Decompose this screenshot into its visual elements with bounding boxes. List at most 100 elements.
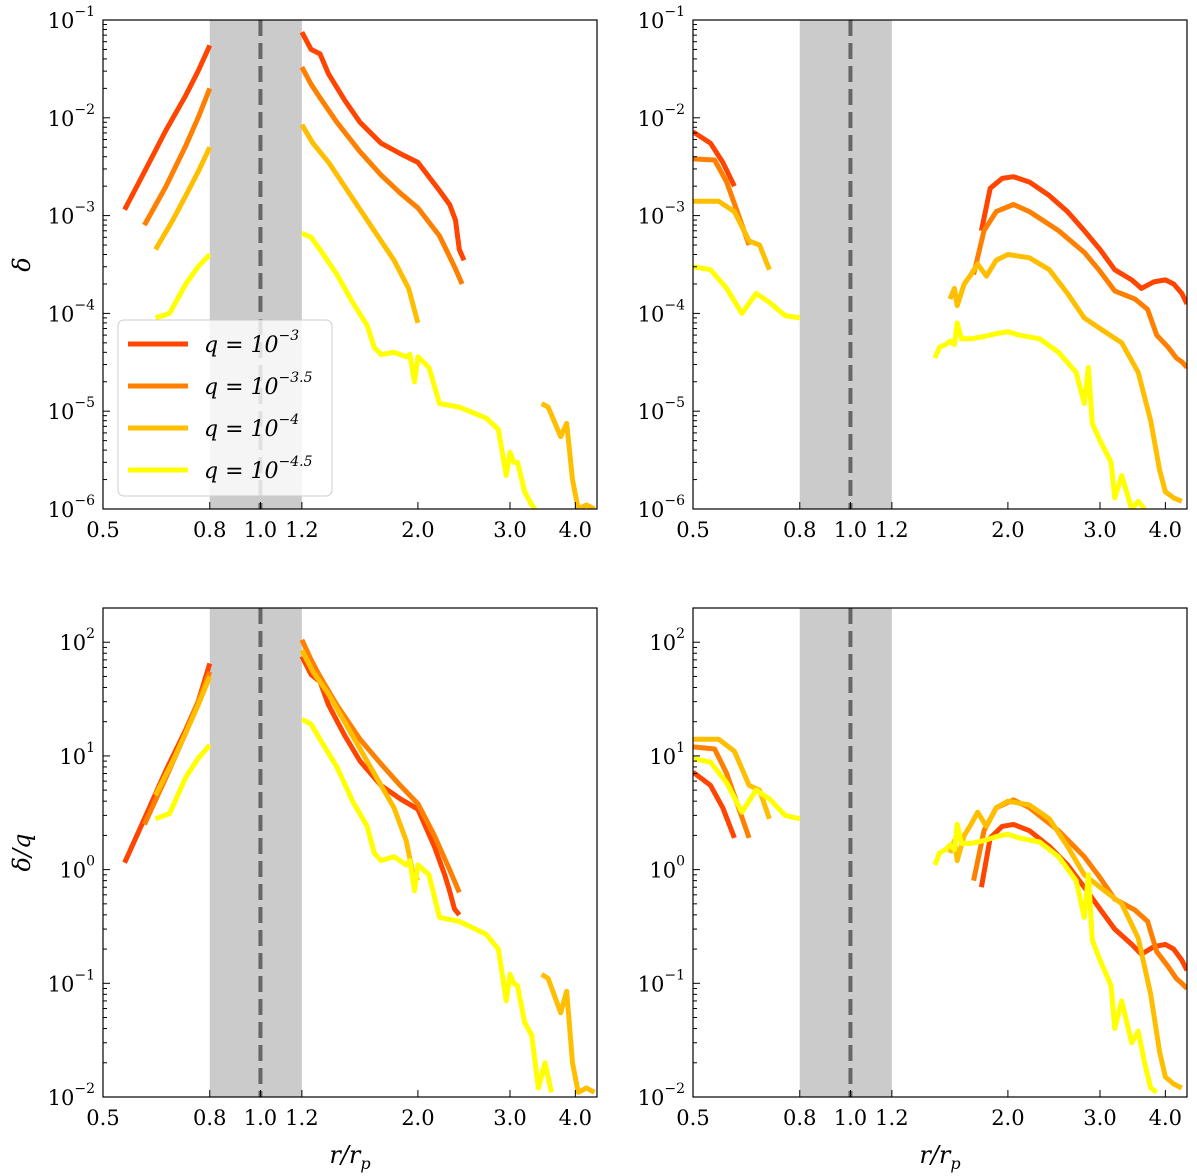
series-line-q=1e-3.5 [142,87,213,227]
x-tick-label: 3.0 [1083,1106,1116,1130]
y-axis-label: δ [8,257,36,271]
x-tick-label: 1.2 [875,518,908,542]
x-tick-label: 1.2 [285,1106,318,1130]
series-line-q=1e-4 [540,972,596,1095]
legend: q = 10−3q = 10−3.5q = 10−4q = 10−4.5 [117,319,333,497]
legend-label-exponent: −3 [279,328,300,344]
y-tick-exponent: −5 [74,395,95,411]
y-tick-exponent: −3 [664,200,685,216]
axes-frame [692,607,1188,1098]
legend-label-text: q = 10 [204,375,279,400]
x-tick-label: 3.0 [493,1106,526,1130]
series-line-q=1e-3.5 [971,202,1187,370]
y-tick-exponent: 1 [86,740,95,756]
y-axis-label: δ/q [8,834,36,872]
x-axis-label-subscript: p [360,1154,370,1173]
x-tick-label: 0.5 [86,518,119,542]
series-line-q=1e-4.5 [154,252,212,321]
series-group [122,31,596,509]
y-tick-exponent: −5 [664,395,685,411]
x-tick-label: 2.0 [991,1106,1024,1130]
y-tick-label: 100 [59,854,95,883]
y-tick-base: 10 [48,972,75,996]
legend-label-exponent: −4 [279,412,300,428]
x-tick-label: 4.0 [1149,1106,1182,1130]
y-tick-base: 10 [649,745,676,769]
y-tick-label: 100 [649,854,685,883]
y-tick-base: 10 [48,498,75,522]
planet-region-band [799,20,892,509]
y-tick-label: 10−3 [638,200,685,229]
x-tick-label: 1.2 [285,518,318,542]
y-tick-base: 10 [638,498,665,522]
y-tick-exponent: −3 [74,200,95,216]
series-line-q=1e-4 [299,649,421,882]
y-tick-exponent: −2 [74,102,95,118]
y-tick-label: 102 [59,626,95,655]
y-tick-base: 10 [48,400,75,424]
series-line-q=1e-3 [978,174,1187,306]
x-tick-label: 1.2 [875,1106,908,1130]
y-tick-label: 10−2 [48,1081,95,1110]
x-tick-label: 3.0 [493,518,526,542]
series-line-q=1e-4 [153,675,213,797]
x-tick-label: 2.0 [401,518,434,542]
y-tick-base: 10 [638,972,665,996]
x-tick-label: 1.0 [834,1106,867,1130]
y-tick-base: 10 [48,1086,75,1110]
legend-label: q = 10−4 [204,412,299,442]
y-tick-exponent: −4 [74,297,95,313]
y-tick-label: 10−1 [638,967,685,996]
series-line-q=1e-4 [693,198,772,271]
y-tick-base: 10 [638,9,665,33]
y-tick-exponent: −6 [664,493,685,509]
series-line-q=1e-4.5 [154,743,212,822]
series-line-q=1e-4 [540,401,596,509]
y-tick-exponent: 0 [86,854,95,870]
series-line-q=1e-3.5 [299,638,462,894]
y-tick-base: 10 [638,302,665,326]
planet-region-band [209,608,302,1097]
legend-label: q = 10−4.5 [204,454,313,484]
y-tick-exponent: −2 [664,102,685,118]
y-tick-base: 10 [48,9,75,33]
y-tick-label: 10−1 [48,4,95,33]
y-tick-exponent: 1 [676,740,685,756]
series-line-q=1e-3.5 [299,65,465,286]
series-group [693,129,1187,509]
y-tick-label: 10−2 [638,1081,685,1110]
series-line-q=1e-3 [693,129,737,188]
x-tick-label: 0.8 [193,518,226,542]
y-tick-exponent: −1 [74,4,95,20]
panel-top-left: 10−610−510−410−310−210−10.5 0.8 1.0 1.2 2.0 3… [8,4,598,542]
series-line-q=1e-3 [978,821,1187,972]
panel-top-right: 10−610−510−410−310−210−10.5 0.8 1.0 1.2 2.0 3… [638,4,1188,542]
x-tick-label: 0.8 [783,1106,816,1130]
axes-frame [102,607,598,1098]
y-tick-label: 10−1 [48,967,95,996]
y-tick-base: 10 [48,205,75,229]
legend-label: q = 10−3.5 [204,370,313,400]
y-tick-base: 10 [649,631,676,655]
legend-label: q = 10−3 [204,328,299,358]
y-tick-label: 102 [649,626,685,655]
y-tick-exponent: −1 [74,967,95,983]
y-tick-exponent: 2 [676,626,685,642]
y-tick-base: 10 [638,400,665,424]
y-tick-base: 10 [59,859,86,883]
series-line-q=1e-3 [299,31,467,262]
x-tick-label: 4.0 [1149,518,1182,542]
x-axis-label: r/rp [329,1141,370,1173]
series-line-q=1e-4.5 [693,756,801,822]
x-tick-label: 1.0 [244,1106,277,1130]
y-tick-label: 10−4 [48,297,95,326]
legend-label-text: q = 10 [204,459,279,484]
y-tick-exponent: −4 [664,297,685,313]
x-tick-label: 0.5 [676,518,709,542]
x-tick-label: 0.5 [676,1106,709,1130]
y-tick-exponent: −2 [74,1081,95,1097]
axes-frame [692,19,1188,510]
